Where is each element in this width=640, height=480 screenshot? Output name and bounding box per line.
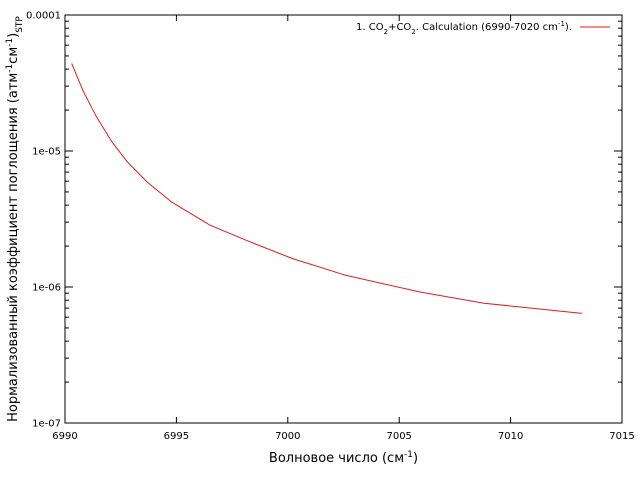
x-tick-label: 7000 (275, 431, 300, 442)
x-tick-label: 7010 (498, 431, 523, 442)
legend-text-4: ). (565, 22, 572, 33)
tick-marks (65, 15, 622, 423)
x-tick-label: 6990 (52, 431, 77, 442)
legend-text-3: . Calculation (6990-7020 cm (416, 22, 558, 33)
x-axis-label-sup: -1 (404, 450, 413, 460)
series-line (71, 63, 582, 314)
x-tick-label: 7015 (609, 431, 634, 442)
legend-sub-2: 2 (411, 28, 415, 36)
y-axis-label-close: ) (6, 33, 21, 38)
y-tick-label: 1e-07 (32, 419, 61, 430)
y-axis-label-sup2: -1 (5, 38, 15, 47)
y-tick-label: 1e-06 (32, 283, 61, 294)
legend-text-2: +CO (388, 22, 411, 33)
y-tick-label: 0.0001 (26, 11, 61, 22)
y-axis-label-mid: см (6, 47, 21, 64)
legend-text-1: 1. CO (356, 22, 384, 33)
x-tick-label: 6995 (164, 431, 189, 442)
tick-labels: 6990 6995 7000 7005 7010 7015 1e-07 1e-06 1e-05 0… (26, 11, 635, 443)
legend: 1. CO2+CO2. Calculation (6990-7020 cm-1)… (356, 20, 610, 36)
x-axis-label-suffix: ) (413, 451, 418, 466)
x-axis-label-prefix: Волновое число (см (269, 451, 404, 466)
legend-sub-1: 2 (384, 28, 388, 36)
legend-entry-label: 1. CO2+CO2. Calculation (6990-7020 cm-1)… (356, 20, 572, 36)
x-axis-label: Волновое число (см-1) (269, 450, 418, 466)
x-tick-label: 7005 (386, 431, 411, 442)
y-tick-label: 1e-05 (32, 147, 61, 158)
legend-sup: -1 (558, 20, 565, 28)
y-axis-label-sub: STP (15, 16, 25, 33)
plot-frame (64, 14, 623, 424)
y-axis-label-prefix: Нормализованный коэффициент поглощения (… (6, 73, 21, 422)
y-axis-label-sup1: -1 (5, 64, 15, 73)
y-axis-label: Нормализованный коэффициент поглощения (… (5, 16, 25, 422)
